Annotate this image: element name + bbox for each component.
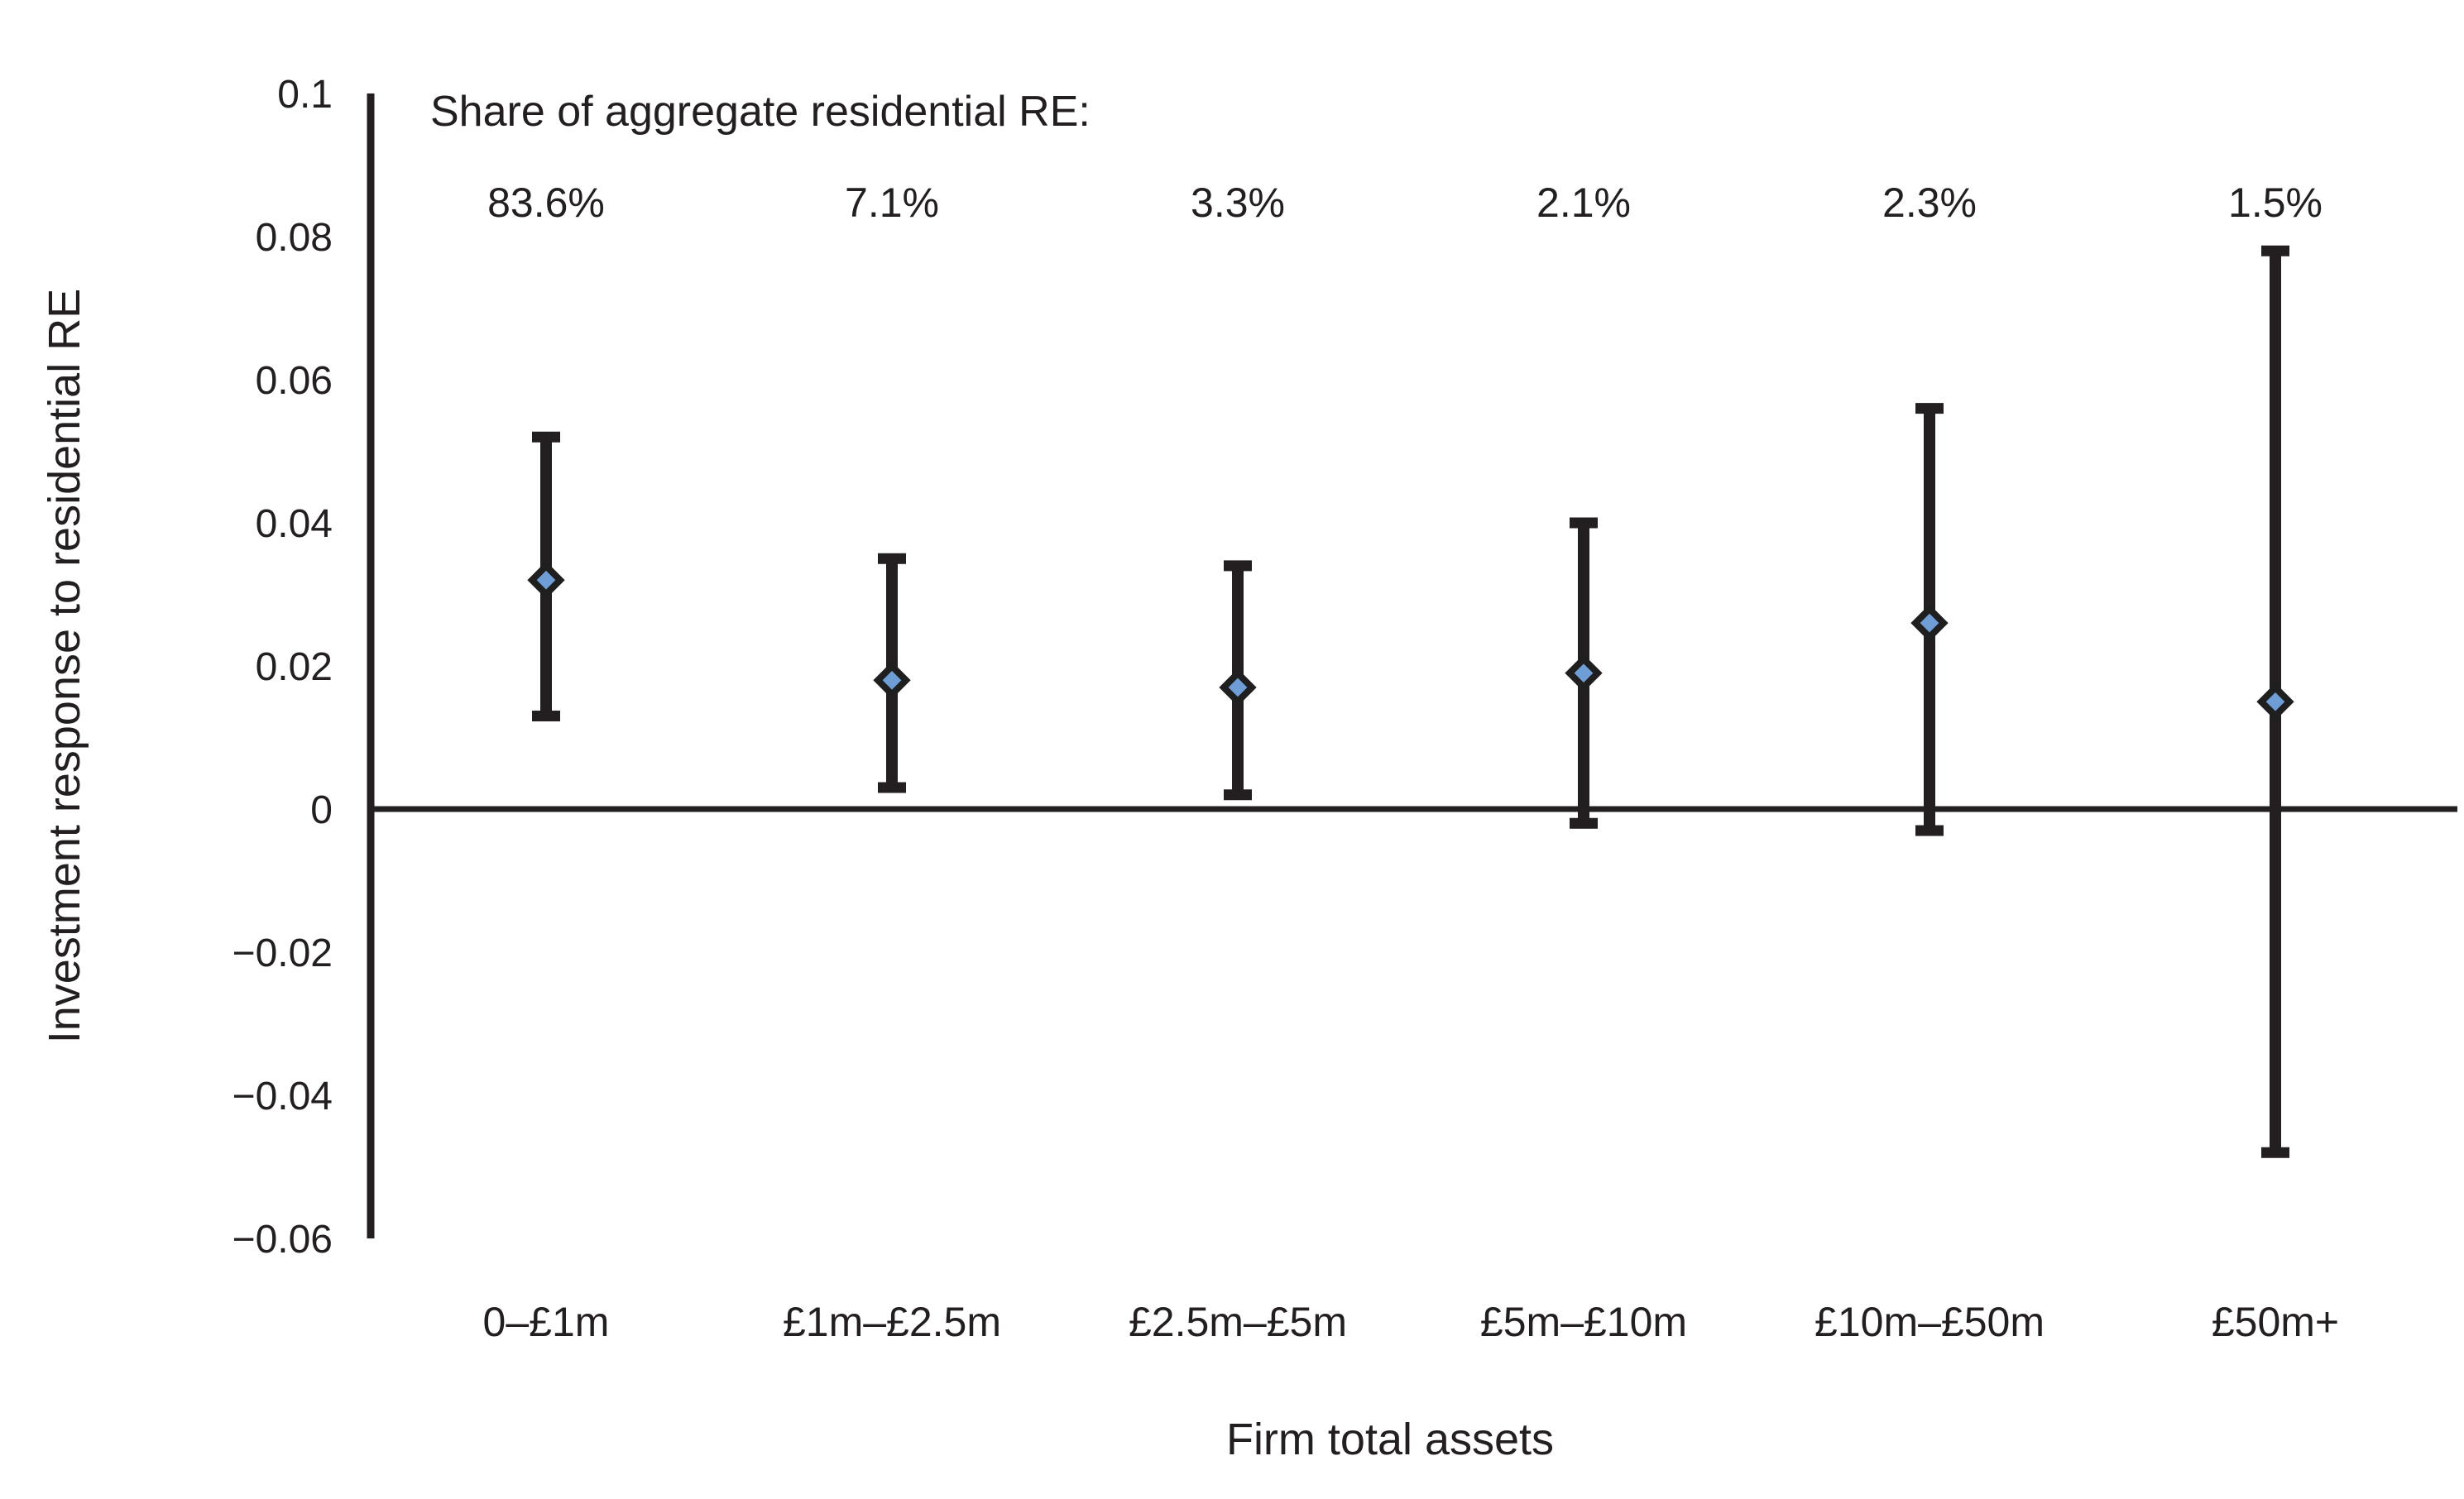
- y-axis-title: Investment response to residential RE: [40, 289, 89, 1043]
- x-axis-title: Firm total assets: [1226, 1415, 1554, 1464]
- point-marker: [2256, 682, 2294, 721]
- share-label: 3.3%: [1191, 180, 1285, 226]
- y-tick-label: 0.08: [256, 216, 333, 260]
- share-label: 83.6%: [487, 180, 605, 226]
- x-category-label: £10m–£50m: [1814, 1299, 2045, 1345]
- point-marker: [873, 661, 911, 699]
- x-category-label: 0–£1m: [483, 1299, 610, 1345]
- share-label: 1.5%: [2228, 180, 2323, 226]
- point-marker: [1910, 604, 1949, 642]
- y-tick-label: 0: [310, 788, 333, 832]
- point-marker: [527, 561, 565, 599]
- y-tick-label: 0.06: [256, 359, 333, 403]
- x-category-label: £2.5m–£5m: [1129, 1299, 1347, 1345]
- point-marker: [1219, 668, 1257, 706]
- x-category-label: £50m+: [2212, 1299, 2339, 1345]
- share-label: 2.1%: [1536, 180, 1631, 226]
- y-tick-label: 0.02: [256, 645, 333, 689]
- y-tick-label: 0.1: [277, 73, 333, 117]
- y-tick-label: 0.04: [256, 502, 333, 546]
- y-tick-label: −0.04: [232, 1075, 333, 1118]
- y-tick-label: −0.02: [232, 931, 333, 975]
- x-category-label: £5m–£10m: [1480, 1299, 1687, 1345]
- point-marker: [1565, 654, 1603, 692]
- x-category-label: £1m–£2.5m: [783, 1299, 1001, 1345]
- y-tick-label: −0.06: [232, 1218, 333, 1262]
- share-label: 7.1%: [845, 180, 939, 226]
- share-heading: Share of aggregate residential RE:: [430, 88, 1091, 136]
- share-label: 2.3%: [1882, 180, 1977, 226]
